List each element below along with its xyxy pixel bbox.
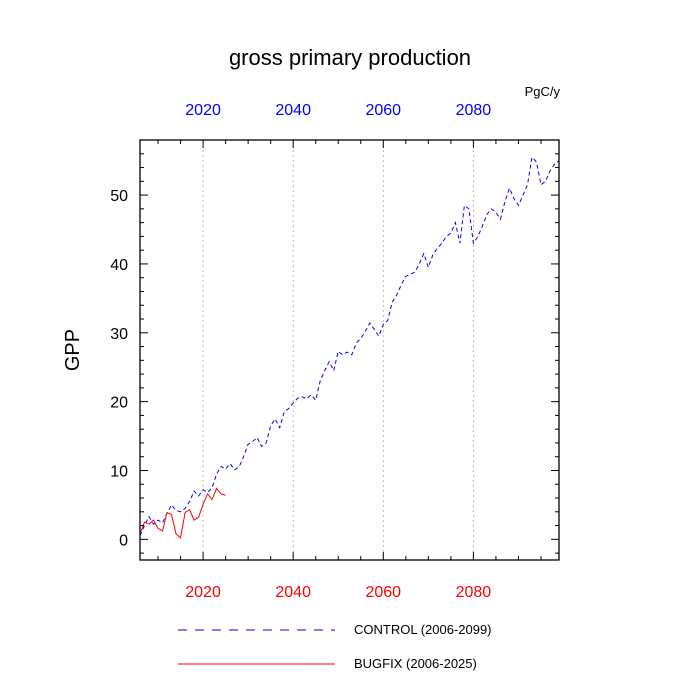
- tick-labels: 2020 2020 2040 2040 2060 2060 2080 2080 0 10 20 30 4…: [110, 102, 491, 601]
- series-line-control: [139, 156, 560, 537]
- x-tick-label-bottom-2060: 2060: [365, 584, 401, 601]
- legend-label-bugfix: BUGFIX (2006-2025): [354, 656, 477, 671]
- x-tick-label-bottom-2040: 2040: [275, 584, 311, 601]
- legend-label-control: CONTROL (2006-2099): [354, 622, 492, 637]
- series-line-bugfix: [139, 487, 226, 539]
- y-tick-label-50: 50: [110, 188, 128, 205]
- y-tick-label-40: 40: [110, 257, 128, 274]
- y-tick-label-20: 20: [110, 395, 128, 412]
- y-axis-label: GPP: [62, 329, 84, 371]
- y-tick-label-10: 10: [110, 463, 128, 480]
- x-tick-label-bottom-2080: 2080: [456, 584, 492, 601]
- y-tick-label-0: 0: [119, 532, 128, 549]
- y-tick-label-30: 30: [110, 326, 128, 343]
- axes: [139, 139, 560, 561]
- x-tick-label-top-2040: 2040: [275, 102, 311, 119]
- chart-title: gross primary production: [229, 45, 471, 70]
- x-tick-label-top-2080: 2080: [456, 102, 492, 119]
- grid-lines: [202, 140, 474, 560]
- x-tick-label-top-2060: 2060: [365, 102, 401, 119]
- plot-frame: [139, 139, 560, 561]
- legend: CONTROL (2006-2099) BUGFIX (2006-2025): [178, 622, 492, 671]
- units-label: PgC/y: [525, 84, 561, 99]
- x-tick-label-bottom-2020: 2020: [185, 584, 221, 601]
- x-tick-label-top-2020: 2020: [185, 102, 221, 119]
- series-layer: [139, 156, 560, 539]
